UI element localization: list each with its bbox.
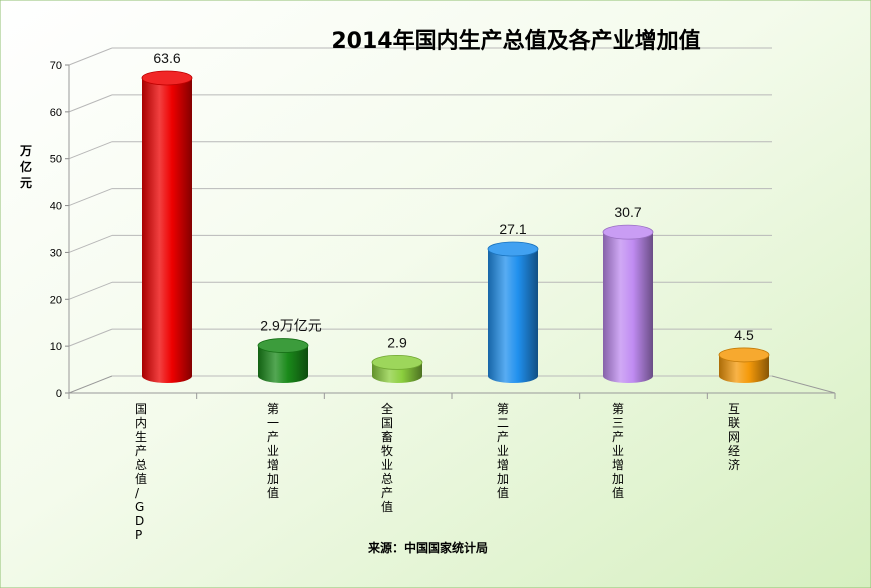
axes — [65, 64, 836, 399]
bar — [487, 241, 539, 383]
y-tick-label: 40 — [50, 201, 62, 213]
bar-top — [718, 347, 770, 363]
bar — [718, 347, 770, 383]
floor-edge — [68, 375, 113, 394]
gridline — [68, 234, 113, 253]
y-axis-label: 万亿元 — [19, 144, 32, 190]
y-tick-label: 60 — [50, 107, 62, 119]
data-label: 2.9 — [387, 334, 407, 350]
bar-body — [372, 362, 422, 383]
bar-body — [488, 249, 538, 383]
gridline — [68, 281, 113, 300]
chart-title: 2014年国内生产总值及各产业增加值 — [331, 28, 700, 54]
y-tick-labels: 0 10 20 30 40 50 60 70 — [50, 60, 62, 400]
x-tick-label: 第三产业增加值 — [612, 402, 624, 500]
y-tick-label: 20 — [50, 294, 62, 306]
x-tick-label: 国内生产总值/G D P — [135, 402, 147, 542]
gridline — [68, 328, 113, 347]
data-label: 2.9万亿元 — [260, 318, 321, 334]
bar-body — [719, 354, 769, 383]
bar-top — [602, 224, 654, 240]
gridlines — [68, 47, 772, 347]
x-tick-label: 第一产业增加值 — [267, 402, 279, 500]
bar-body — [603, 232, 653, 383]
bar-body — [258, 345, 308, 383]
y-tick-label: 10 — [50, 341, 62, 353]
gridline — [68, 47, 113, 66]
data-label: 63.6 — [153, 50, 180, 66]
y-tick-label: 30 — [50, 247, 62, 259]
data-labels: 63.6 2.9万亿元 2.9 27.1 30.7 4.5 — [153, 50, 754, 350]
data-label: 4.5 — [734, 327, 754, 343]
gridline — [68, 94, 113, 113]
bar — [602, 224, 654, 383]
data-label: 27.1 — [499, 221, 526, 237]
bar — [257, 338, 309, 383]
gridline — [68, 188, 113, 207]
source-note: 来源：中国国家统计局 — [367, 540, 488, 555]
bar-top — [141, 70, 193, 86]
x-tick-labels: 国内生产总值/G D P 第一产业增加值 全国畜牧业总产值 第二产业增加值 第三产业增加值 互… — [135, 401, 740, 542]
y-tick-label: 50 — [50, 154, 62, 166]
x-tick-label: 第二产业增加值 — [497, 402, 509, 500]
bar-top — [487, 241, 539, 257]
y-tick-label: 70 — [50, 60, 62, 72]
bar-top — [371, 355, 423, 370]
bar — [371, 355, 423, 383]
gridline — [68, 141, 113, 160]
x-tick-label: 全国畜牧业总产值 — [381, 401, 393, 514]
x-tick-label: 互联网经济 — [728, 402, 740, 472]
bar — [141, 70, 193, 383]
bars — [141, 70, 770, 383]
bar-body — [142, 77, 192, 383]
data-label: 30.7 — [614, 204, 641, 220]
y-tick-label: 0 — [56, 388, 62, 400]
bar-top — [257, 338, 309, 353]
floor-edge — [771, 375, 836, 394]
